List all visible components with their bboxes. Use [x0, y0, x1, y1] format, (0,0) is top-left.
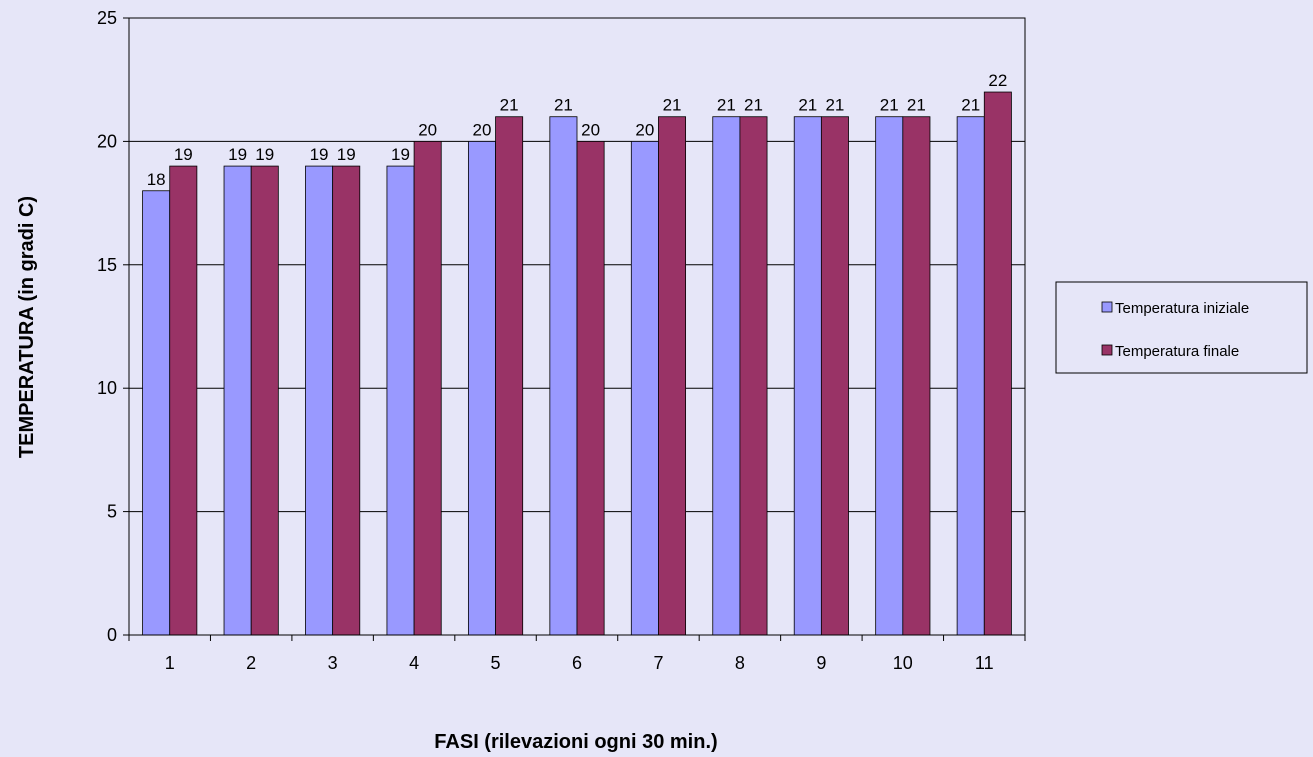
bar-finale — [739, 116, 768, 636]
data-label: 19 — [255, 145, 274, 164]
legend-box — [1055, 281, 1308, 374]
plot-border — [128, 17, 1026, 636]
bar-finale — [413, 140, 442, 636]
bar-finale — [658, 116, 687, 636]
bar-finale — [332, 165, 361, 636]
bar-iniziale — [142, 190, 171, 636]
data-label: 21 — [880, 96, 899, 115]
x-tick-label: 7 — [653, 653, 663, 673]
bar-finale — [820, 116, 849, 636]
data-label: 19 — [174, 145, 193, 164]
legend-label-temperatura-finale: Temperatura finale — [1115, 343, 1239, 360]
bar-finale — [250, 165, 279, 636]
data-label: 21 — [717, 96, 736, 115]
legend-swatch-temperatura-iniziale — [1101, 301, 1113, 313]
bar-finale — [169, 165, 198, 636]
y-tick-label: 20 — [97, 131, 117, 151]
bar-finale — [576, 140, 605, 636]
legend-swatch-temperatura-finale — [1101, 344, 1113, 356]
legend: Temperatura iniziale Temperatura finale — [1055, 281, 1308, 374]
bar-iniziale — [305, 165, 334, 636]
x-tick-label: 1 — [165, 653, 175, 673]
y-tick-label: 10 — [97, 378, 117, 398]
data-label: 20 — [418, 120, 437, 139]
x-axis-title: FASI (rilevazioni ogni 30 min.) — [434, 731, 717, 753]
bars — [142, 91, 1012, 636]
bar-iniziale — [549, 116, 578, 636]
data-label: 19 — [310, 145, 329, 164]
data-label: 20 — [635, 120, 654, 139]
data-label: 22 — [988, 71, 1007, 90]
bar-iniziale — [467, 140, 496, 636]
x-tick-label: 8 — [735, 653, 745, 673]
y-axis-title: TEMPERATURA (in gradi C) — [16, 196, 38, 458]
axes: 0 5 10 15 20 25 1 2 3 4 5 6 7 8 9 10 11 — [97, 8, 1026, 673]
x-tick-label: 6 — [572, 653, 582, 673]
y-tick-label: 0 — [107, 625, 117, 645]
bar-iniziale — [223, 165, 252, 636]
x-tick-label: 5 — [491, 653, 501, 673]
bar-iniziale — [712, 116, 741, 636]
data-label: 19 — [337, 145, 356, 164]
data-label: 21 — [798, 96, 817, 115]
bar-finale — [983, 91, 1012, 636]
legend-label-temperatura-iniziale: Temperatura iniziale — [1115, 300, 1249, 317]
x-tick-label: 3 — [328, 653, 338, 673]
bar-finale — [495, 116, 524, 636]
x-tick-label: 9 — [816, 653, 826, 673]
data-label: 21 — [500, 96, 519, 115]
x-tick-label: 2 — [246, 653, 256, 673]
y-tick-label: 25 — [97, 8, 117, 28]
data-label: 20 — [581, 120, 600, 139]
x-tick-label: 11 — [975, 653, 994, 673]
data-label: 19 — [391, 145, 410, 164]
data-label: 21 — [961, 96, 980, 115]
bar-iniziale — [630, 140, 659, 636]
data-label: 19 — [228, 145, 247, 164]
x-tick-label: 4 — [409, 653, 419, 673]
data-label: 18 — [147, 170, 166, 189]
bar-iniziale — [793, 116, 822, 636]
bar-finale — [902, 116, 931, 636]
data-label: 21 — [907, 96, 926, 115]
y-tick-label: 15 — [97, 255, 117, 275]
bar-iniziale — [875, 116, 904, 636]
data-label: 20 — [473, 120, 492, 139]
data-labels: 18 19 19 19 19 19 19 20 20 21 21 20 20 21 21 21 21 21 21 21… — [147, 71, 1008, 189]
x-tick-label: 10 — [893, 653, 913, 673]
data-label: 21 — [825, 96, 844, 115]
y-tick-label: 5 — [107, 502, 117, 522]
bar-iniziale — [386, 165, 415, 636]
bar-iniziale — [956, 116, 985, 636]
data-label: 21 — [554, 96, 573, 115]
data-label: 21 — [663, 96, 682, 115]
data-label: 21 — [744, 96, 763, 115]
